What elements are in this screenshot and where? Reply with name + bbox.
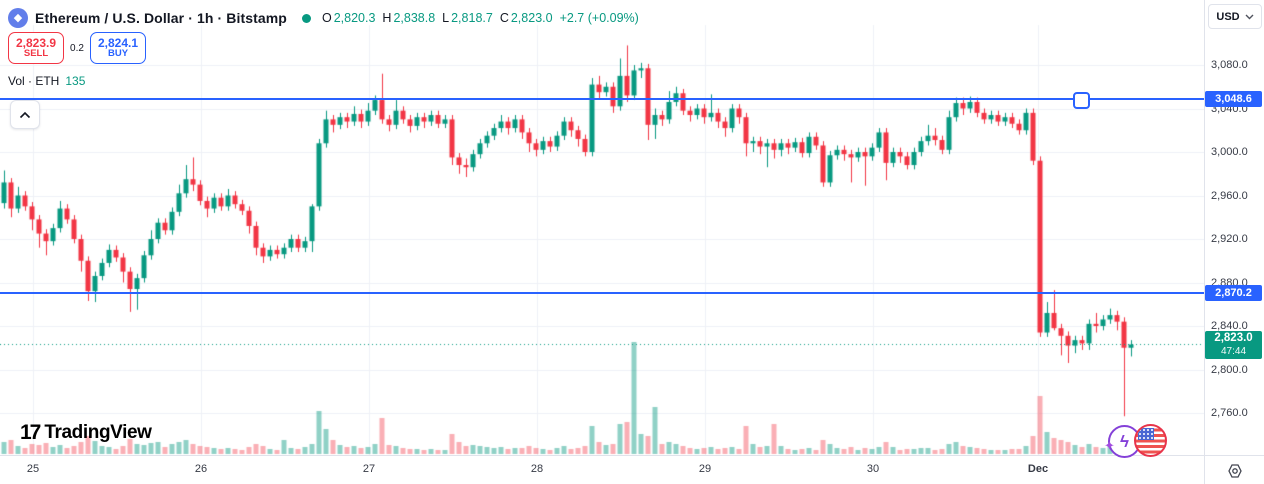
close-label: C (499, 11, 509, 25)
high-value: 2,838.8 (393, 11, 436, 25)
low-value: 2,818.7 (451, 11, 493, 25)
volume-study-label: Vol · ETH (8, 74, 60, 88)
price-tick-label: 2,760.0 (1211, 407, 1248, 419)
time-tick-label: 30 (866, 463, 880, 475)
buy-label: BUY (107, 48, 129, 60)
open-value: 2,820.3 (333, 11, 376, 25)
volume-value: 135 (65, 74, 86, 88)
market-status-icon[interactable] (301, 13, 311, 23)
resistance-line[interactable] (0, 98, 1204, 101)
support-price-label: 2,870.2 (1205, 285, 1262, 302)
time-tick-label: 27 (362, 463, 376, 475)
currency-selector[interactable]: USD (1208, 4, 1262, 29)
ohlc-values: O 2,820.3 H 2,838.8 L 2,818.7 C 2,823.0 +2.7… (322, 11, 639, 25)
price-axis[interactable]: USD 3,080.0 3,040.0 3,000.0 2,960.0 2,920.0 2… (1204, 0, 1264, 455)
currency-label: USD (1216, 10, 1240, 23)
chevron-down-icon (1245, 14, 1254, 19)
current-price-label: 2,823.0 47:44 (1205, 331, 1262, 360)
tradingview-wordmark: TradingView (44, 422, 152, 443)
tradingview-logo[interactable]: 17 TradingView (20, 421, 152, 445)
time-tick-label: 26 (194, 463, 208, 475)
sell-label: SELL (23, 48, 49, 60)
us-economic-event-icon[interactable] (1134, 424, 1167, 457)
time-tick-label: 29 (698, 463, 712, 475)
price-tick-label: 3,000.0 (1211, 146, 1248, 158)
sell-price: 2,823.9 (15, 35, 57, 50)
price-tick-label: 3,080.0 (1211, 59, 1248, 71)
ethereum-logo-icon: ◆ (8, 8, 28, 28)
close-value: 2,823.0 (510, 11, 553, 25)
high-label: H (382, 11, 392, 25)
price-tick-label: 2,920.0 (1211, 233, 1248, 245)
price-tick-label: 2,840.0 (1211, 320, 1248, 332)
time-axis[interactable]: 25 26 27 28 29 30 Dec (0, 455, 1264, 484)
resistance-price-label: 3,048.6 (1205, 91, 1262, 108)
resistance-line-handle[interactable] (1073, 92, 1090, 110)
buy-price: 2,824.1 (97, 35, 139, 50)
time-tick-label: 28 (530, 463, 544, 475)
price-tick-label: 2,960.0 (1211, 189, 1248, 202)
spread-value: 0.2 (70, 42, 84, 54)
sell-button[interactable]: 2,823.9 SELL (8, 32, 64, 64)
collapse-pane-button[interactable] (10, 100, 40, 129)
last-price: 2,823.0 (1214, 332, 1253, 345)
gear-icon (1228, 463, 1242, 478)
price-tick-label: 2,800.0 (1211, 363, 1248, 376)
support-line[interactable] (0, 292, 1204, 295)
symbol-title: Ethereum / U.S. Dollar · 1h · Bitstamp (35, 10, 287, 26)
tradingview-mark-icon: 17 (20, 421, 41, 444)
sparkle-icon: ✦ (1104, 438, 1115, 453)
us-flag-icon (1138, 428, 1154, 440)
time-tick-label: 25 (26, 463, 40, 475)
chevron-up-icon (19, 111, 31, 118)
time-tick-label: Dec (1027, 463, 1049, 475)
change-value: +2.7 (+0.09%) (559, 11, 639, 25)
open-label: O (321, 11, 332, 25)
chart-canvas[interactable] (0, 0, 1204, 455)
low-label: L (442, 11, 450, 25)
buy-button[interactable]: 2,824.1 BUY (90, 32, 146, 64)
time-axis-settings-button[interactable] (1204, 456, 1264, 484)
bar-countdown: 47:44 (1220, 346, 1247, 358)
